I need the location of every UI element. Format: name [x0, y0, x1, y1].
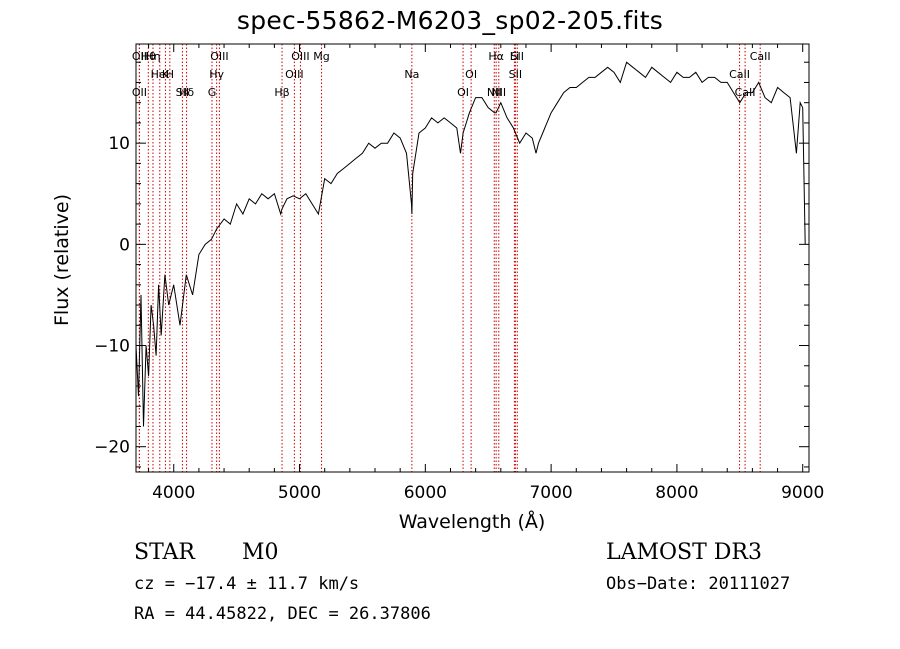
- line-label: Na: [404, 68, 419, 81]
- x-tick-label: 4000: [152, 483, 195, 503]
- line-label: OI: [457, 86, 469, 99]
- x-tick-label: 8000: [655, 483, 698, 503]
- line-label: OIII: [291, 50, 309, 63]
- emission-line-markers: [138, 44, 761, 472]
- observation-date: Obs−Date: 20111027: [606, 574, 791, 594]
- x-axis-label: Wavelength (Å): [399, 510, 546, 533]
- line-label: Hθ: [141, 50, 156, 63]
- line-label: OIII: [285, 68, 303, 81]
- line-label: CaII: [735, 86, 756, 99]
- line-label: K: [162, 68, 170, 81]
- line-label: Li: [510, 50, 519, 63]
- emission-line-labels: HθKHδOIIHeISIIOIIIHγOIIHηHGOIIIOIIIHβMgN…: [132, 50, 771, 99]
- sky-coordinates: RA = 44.45822, DEC = 26.37806: [134, 604, 431, 624]
- spectral-subclass: M0: [242, 540, 279, 565]
- line-label: SII: [176, 86, 189, 99]
- line-label: H: [166, 68, 174, 81]
- redshift-value: cz = −17.4 ± 11.7 km/s: [134, 574, 360, 594]
- line-label: SII: [509, 68, 522, 81]
- line-label: NII: [487, 86, 502, 99]
- line-label: CaII: [750, 50, 771, 63]
- x-tick-label: 7000: [529, 483, 572, 503]
- object-class: STAR: [134, 540, 195, 565]
- y-axis-ticks: −20 −10 0 10: [94, 61, 809, 468]
- line-label: HeI: [151, 68, 169, 81]
- spectrum-line: [135, 61, 806, 427]
- y-tick-label: −10: [94, 337, 130, 357]
- line-label: NII: [491, 86, 506, 99]
- line-label: Mg: [313, 50, 329, 63]
- line-label: CaII: [729, 68, 750, 81]
- line-label: Hη: [145, 50, 160, 63]
- line-label: OII: [132, 86, 147, 99]
- x-tick-label: 9000: [781, 483, 824, 503]
- x-tick-label: 5000: [278, 483, 321, 503]
- y-tick-label: 10: [108, 134, 130, 154]
- line-label: OI: [465, 68, 477, 81]
- y-tick-label: 0: [119, 235, 130, 255]
- x-axis-ticks: 4000 5000 6000 7000 8000 9000: [148, 44, 824, 503]
- survey-name: LAMOST DR3: [606, 540, 762, 565]
- y-axis-label: Flux (relative): [51, 194, 73, 326]
- line-label: Hγ: [209, 68, 224, 81]
- x-tick-label: 6000: [404, 483, 447, 503]
- line-label: Hβ: [274, 86, 289, 99]
- spectrum-chart: HθKHδOIIHeISIIOIIIHγOIIHηHGOIIIOIIIHβMgN…: [51, 43, 824, 533]
- line-label: Hδ: [179, 86, 194, 99]
- line-label: Hα: [488, 50, 504, 63]
- plot-frame: [135, 43, 810, 473]
- line-label: G: [208, 86, 217, 99]
- y-tick-label: −20: [94, 438, 130, 458]
- chart-title: spec-55862-M6203_sp02-205.fits: [236, 6, 664, 35]
- line-label: SII: [511, 50, 524, 63]
- line-label: OIII: [210, 50, 228, 63]
